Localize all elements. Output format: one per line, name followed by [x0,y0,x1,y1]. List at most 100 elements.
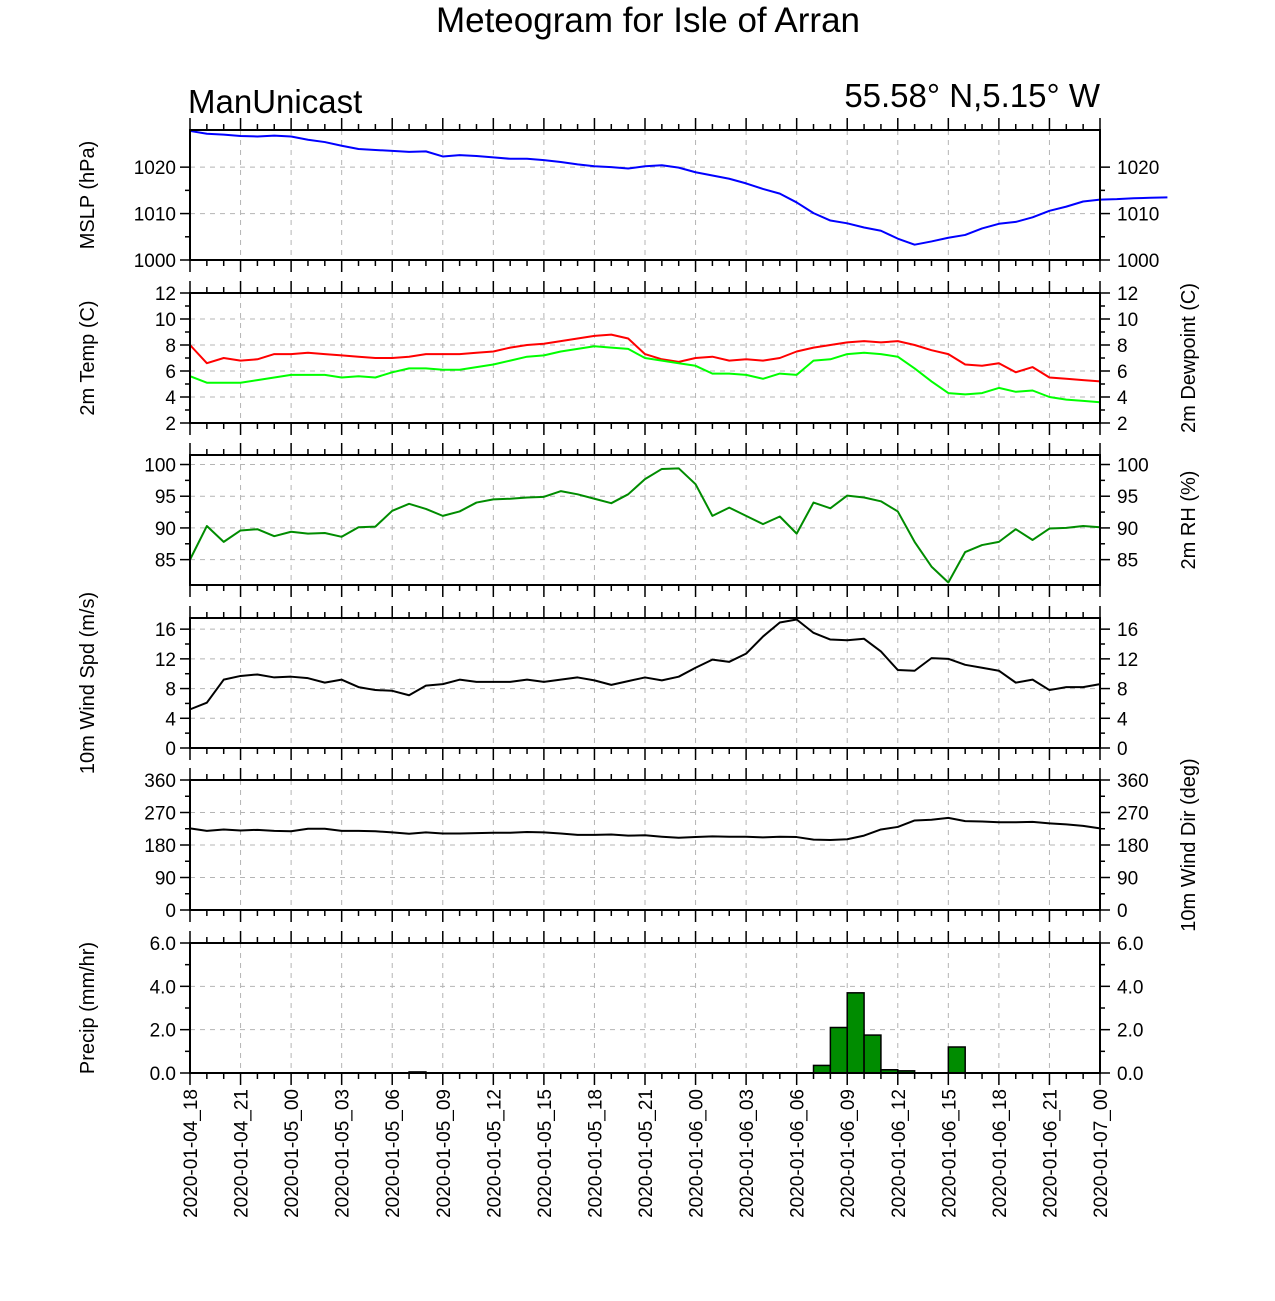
y-tick-label: 4 [165,388,176,409]
y-axis-title-right: 2m RH (%) [1178,471,1200,570]
y-tick-label: 8 [165,336,176,357]
series-line-1 [189,129,1168,246]
panel-4: 0 0 4 4 8 8 12 12 16 16 10m Wind Spd (m/s) [77,592,1138,774]
series-line-2 [189,345,1101,404]
y-axis-title-left: Precip (mm/hr) [77,942,99,1074]
x-tick-label: 2020-01-06_15 [939,1089,960,1218]
x-axis: 2020-01-04_18 2020-01-04_21 2020-01-05_00 2… [181,1089,1112,1218]
x-tick-label: 2020-01-05_00 [282,1089,303,1218]
y-axis-title-left: 10m Wind Spd (m/s) [77,592,99,774]
y-tick-label: 10 [155,310,176,331]
y-axis-title-left: MSLP (hPa) [77,141,99,250]
y-tick-label: 1010 [1117,205,1159,226]
y-tick-label: 8 [1117,680,1128,701]
y-tick-label: 90 [1117,869,1138,890]
series-line-1 [189,618,1101,711]
y-tick-label: 8 [165,680,176,701]
series-line-1 [189,333,1101,383]
y-tick-label: 2 [1117,414,1128,435]
x-tick-label: 2020-01-05_12 [484,1089,505,1218]
y-tick-label: 4 [1117,388,1128,409]
panel-3: 85 85 90 90 95 95 100 100 2m RH (%) [144,443,1200,597]
panel-2: 2 2 4 4 6 6 8 8 10 10 12 12 2m Temp (C) 2m Dewpoint (… [77,281,1200,435]
x-tick-label: 2020-01-06_09 [838,1089,859,1218]
y-axis-title-right: 2m Dewpoint (C) [1178,283,1200,433]
y-tick-label: 100 [144,456,176,477]
model-label: ManUnicast [188,83,362,120]
precip-bar [829,1026,848,1074]
x-tick-label: 2020-01-06_12 [889,1089,910,1218]
x-tick-label: 2020-01-06_18 [990,1089,1011,1218]
y-axis-title-left: 2m Temp (C) [77,300,99,415]
y-tick-label: 6.0 [150,934,176,955]
y-tick-label: 2.0 [150,1021,176,1042]
panel-5: 0 0 90 90 180 180 270 270 360 360 10m Wind Dir (de… [144,758,1200,931]
y-tick-label: 0 [1117,901,1128,922]
y-tick-label: 4 [1117,709,1128,730]
y-tick-label: 360 [144,771,176,792]
y-tick-label: 85 [155,551,176,572]
y-tick-label: 10 [1117,310,1138,331]
y-tick-label: 180 [1117,836,1149,857]
y-tick-label: 360 [1117,771,1149,792]
y-tick-label: 85 [1117,551,1138,572]
x-tick-label: 2020-01-06_06 [788,1089,809,1218]
y-tick-label: 4 [165,709,176,730]
y-tick-label: 1010 [134,205,176,226]
chart-title: Meteogram for Isle of Arran [436,1,860,40]
y-tick-label: 6 [165,362,176,383]
y-tick-label: 2 [165,414,176,435]
x-tick-label: 2020-01-05_21 [636,1089,657,1218]
y-tick-label: 180 [144,836,176,857]
y-tick-label: 4.0 [1117,977,1143,998]
y-tick-label: 100 [1117,456,1149,477]
y-tick-label: 270 [1117,804,1149,825]
y-tick-label: 0.0 [150,1064,176,1085]
y-tick-label: 12 [155,650,176,671]
y-tick-label: 2.0 [1117,1021,1143,1042]
precip-bar [863,1034,882,1074]
location-label: 55.58° N,5.15° W [844,77,1101,114]
y-tick-label: 6.0 [1117,934,1143,955]
y-tick-label: 0 [165,901,176,922]
y-tick-label: 0 [165,739,176,760]
x-tick-label: 2020-01-06_03 [737,1089,758,1218]
x-tick-label: 2020-01-06_00 [687,1089,708,1218]
precip-bar [812,1064,832,1074]
y-tick-label: 8 [1117,336,1128,357]
precip-bar [846,992,865,1074]
panel-6: 0.0 0.0 2.0 2.0 4.0 4.0 6.0 6.0 Precip (mm/hr) [77,931,1143,1085]
y-tick-label: 90 [1117,519,1138,540]
y-tick-label: 270 [144,804,176,825]
y-tick-label: 12 [1117,650,1138,671]
x-tick-label: 2020-01-05_18 [585,1089,606,1218]
x-tick-label: 2020-01-04_21 [232,1089,253,1218]
x-tick-label: 2020-01-05_15 [535,1089,556,1218]
y-tick-label: 12 [1117,284,1138,305]
x-tick-label: 2020-01-04_18 [181,1089,202,1218]
series-line-1 [189,816,1101,841]
y-tick-label: 95 [1117,487,1138,508]
y-tick-label: 12 [155,284,176,305]
y-tick-label: 16 [155,620,176,641]
x-tick-label: 2020-01-05_06 [383,1089,404,1218]
panel-1: 1000 1000 1010 1010 1020 1020 MSLP (hPa) [77,118,1168,272]
y-tick-label: 4.0 [150,977,176,998]
y-tick-label: 0 [1117,739,1128,760]
y-tick-label: 1000 [134,251,176,272]
y-tick-label: 90 [155,869,176,890]
y-tick-label: 0.0 [1117,1064,1143,1085]
y-tick-label: 90 [155,519,176,540]
y-tick-label: 6 [1117,362,1128,383]
x-tick-label: 2020-01-06_21 [1040,1089,1061,1218]
y-tick-label: 16 [1117,620,1138,641]
y-tick-label: 95 [155,487,176,508]
x-tick-label: 2020-01-05_09 [434,1089,455,1218]
y-tick-label: 1000 [1117,251,1159,272]
y-tick-label: 1020 [1117,158,1159,179]
precip-bar [947,1046,966,1074]
x-tick-label: 2020-01-07_00 [1091,1089,1112,1218]
